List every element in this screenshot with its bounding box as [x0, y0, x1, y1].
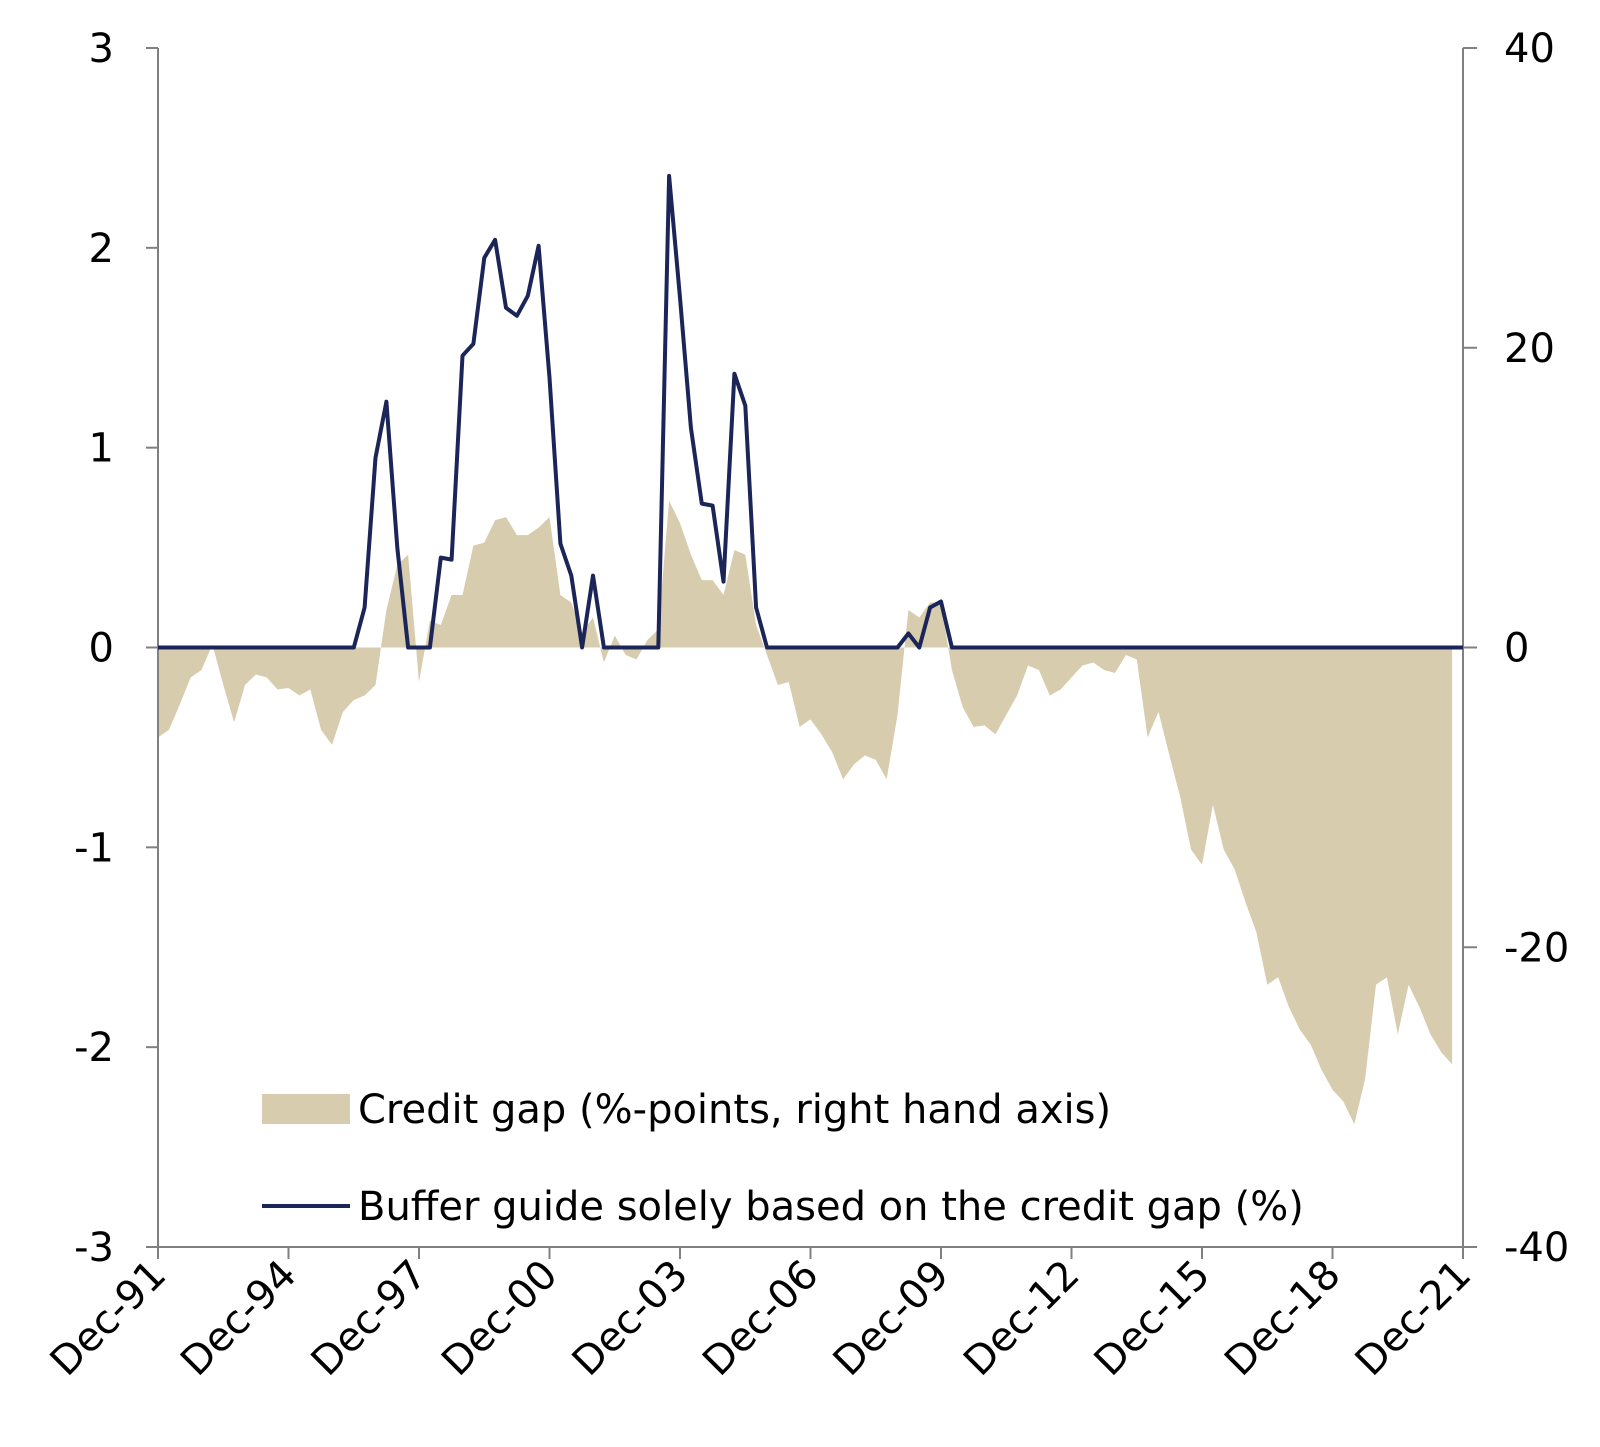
- x-tick-label: Dec-94: [172, 1252, 305, 1385]
- x-tick-label: Dec-18: [1216, 1252, 1349, 1385]
- right-tick-label: 40: [1504, 26, 1555, 72]
- credit-gap-area-layer: [158, 500, 1453, 1125]
- x-tick-label: Dec-12: [955, 1252, 1088, 1385]
- legend-label-credit-gap: Credit gap (%-points, right hand axis): [358, 1087, 1111, 1133]
- left-tick-label: -3: [74, 1225, 114, 1271]
- x-tick-label: Dec-06: [694, 1252, 827, 1385]
- right-tick-label: 0: [1504, 626, 1529, 672]
- x-tick-label: Dec-15: [1086, 1252, 1219, 1385]
- buffer-guide-line: [158, 173, 1463, 650]
- credit-gap-area: [158, 500, 1453, 1125]
- buffer-guide-line-layer: [158, 173, 1463, 650]
- x-tick-label: Dec-09: [825, 1252, 958, 1385]
- right-tick-label: -20: [1504, 925, 1569, 971]
- left-tick-label: 3: [89, 26, 114, 72]
- left-tick-label: -2: [74, 1025, 114, 1071]
- x-tick-label: Dec-03: [564, 1252, 697, 1385]
- left-tick-label: -1: [74, 825, 114, 871]
- left-tick-label: 0: [89, 626, 114, 672]
- x-tick-label: Dec-91: [42, 1252, 175, 1385]
- x-tick-label: Dec-00: [433, 1252, 566, 1385]
- legend-swatch-credit-gap: [262, 1094, 350, 1124]
- right-tick-label: 20: [1504, 326, 1555, 372]
- legend: Credit gap (%-points, right hand axis) Bu…: [262, 1087, 1304, 1230]
- right-tick-label: -40: [1504, 1225, 1569, 1271]
- x-tick-label: Dec-97: [303, 1252, 436, 1385]
- legend-label-buffer-guide: Buffer guide solely based on the credit …: [358, 1184, 1304, 1230]
- left-tick-label: 2: [89, 226, 114, 272]
- x-tick-label: Dec-21: [1347, 1252, 1480, 1385]
- left-tick-label: 1: [89, 426, 114, 472]
